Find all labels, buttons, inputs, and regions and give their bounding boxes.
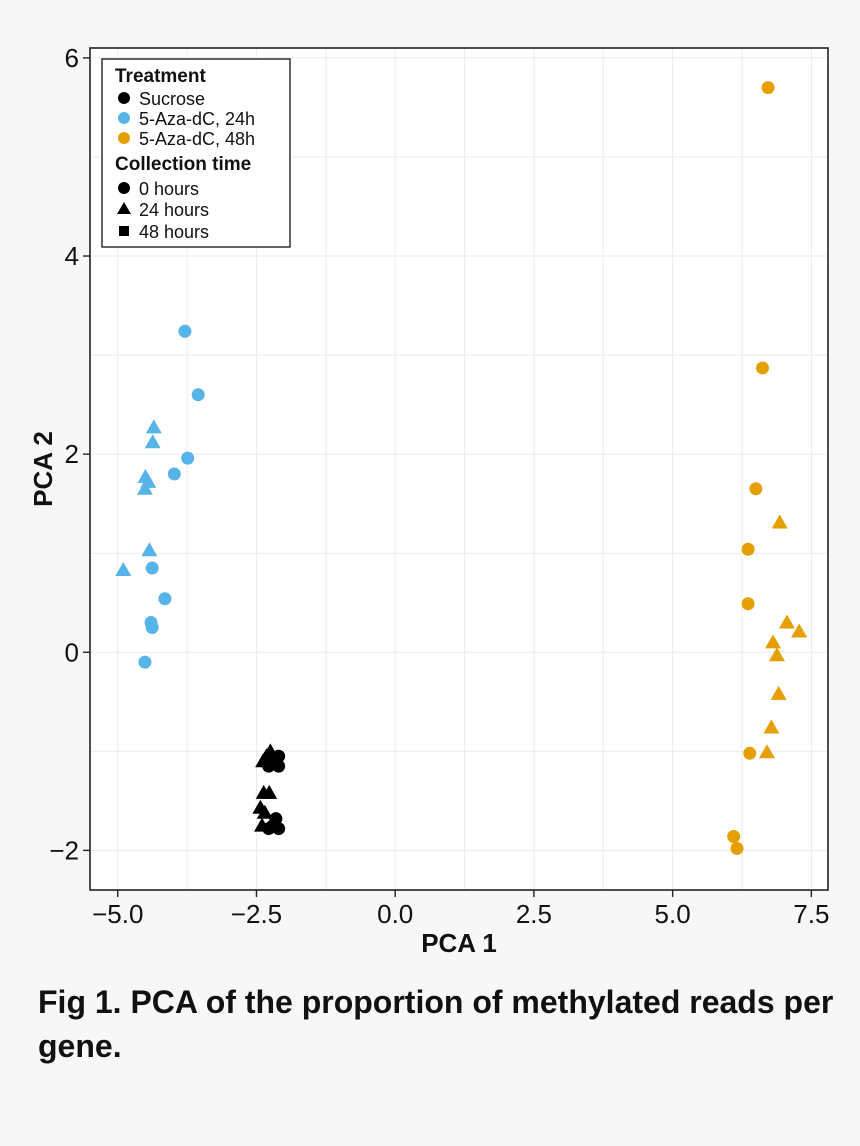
plot-border xyxy=(89,47,829,891)
x-tick-label: −2.5 xyxy=(231,899,282,929)
point-5-aza-dc-24h-triangle xyxy=(141,542,158,557)
point-sucrose-triangle xyxy=(254,817,271,832)
point-sucrose-triangle xyxy=(256,804,273,819)
y-tick-label: 4 xyxy=(65,241,79,271)
point-5-aza-dc-48h-circle xyxy=(761,81,775,95)
legend-24h-marker xyxy=(117,202,131,214)
point-5-aza-dc-24h-circle xyxy=(191,388,205,402)
point-5-aza-dc-48h-triangle xyxy=(763,719,780,734)
point-5-aza-dc-48h-circle xyxy=(730,841,744,855)
y-tick-label: 2 xyxy=(65,439,79,469)
point-5-aza-dc-48h-circle xyxy=(741,597,755,611)
point-5-aza-dc-24h-triangle xyxy=(144,434,161,449)
y-tick-label: −2 xyxy=(49,835,79,865)
legend-sucrose-label: Sucrose xyxy=(139,89,205,109)
x-axis-label: PCA 1 xyxy=(421,928,497,958)
legend-time-title: Collection time xyxy=(115,154,251,175)
point-sucrose-triangle xyxy=(255,753,272,768)
point-5-aza-dc-24h-triangle xyxy=(115,562,132,577)
point-5-aza-dc-48h-triangle xyxy=(778,614,795,629)
figure-caption: Fig 1. PCA of the proportion of methylat… xyxy=(38,984,834,1064)
point-5-aza-dc-24h-triangle xyxy=(136,480,153,495)
point-5-aza-dc-48h-triangle xyxy=(770,685,787,700)
legend-aza-24h-label: 5-Aza-dC, 24h xyxy=(139,109,255,129)
point-5-aza-dc-24h-circle xyxy=(181,451,195,465)
point-5-aza-dc-24h-circle xyxy=(145,620,159,634)
x-tick-label: −5.0 xyxy=(92,899,143,929)
point-5-aza-dc-24h-circle xyxy=(145,561,159,575)
point-5-aza-dc-24h-circle xyxy=(167,467,181,481)
x-tick-label: 7.5 xyxy=(793,899,829,929)
point-5-aza-dc-24h-circle xyxy=(178,324,192,338)
point-5-aza-dc-48h-triangle xyxy=(765,634,782,649)
legend: Treatment Sucrose 5-Aza-dC, 24h 5-Aza-dC… xyxy=(101,58,291,248)
axis-ticks: −5.0 −2.5 0.0 2.5 5.0 7.5 −2 0 2 4 6 xyxy=(49,43,829,929)
x-tick-label: 0.0 xyxy=(377,899,413,929)
point-5-aza-dc-24h-circle xyxy=(138,655,152,669)
data-points xyxy=(115,81,808,855)
point-sucrose-circle xyxy=(272,822,286,836)
point-5-aza-dc-48h-triangle xyxy=(758,744,775,759)
legend-aza-24h-marker xyxy=(118,112,130,124)
y-tick-label: 0 xyxy=(65,637,79,667)
point-5-aza-dc-48h-circle xyxy=(756,361,770,375)
point-5-aza-dc-48h-circle xyxy=(741,542,755,556)
point-5-aza-dc-48h-triangle xyxy=(791,623,808,638)
x-tick-label: 5.0 xyxy=(655,899,691,929)
point-5-aza-dc-48h-triangle xyxy=(771,514,788,529)
grid-lines xyxy=(90,48,828,890)
legend-24h-label: 24 hours xyxy=(139,200,209,220)
point-sucrose-circle xyxy=(272,759,286,773)
legend-0h-marker xyxy=(118,182,130,194)
point-5-aza-dc-48h-circle xyxy=(727,830,741,844)
legend-box xyxy=(101,58,291,248)
legend-0h-label: 0 hours xyxy=(139,179,199,199)
point-5-aza-dc-24h-triangle xyxy=(145,419,162,434)
pca-scatter-chart: −5.0 −2.5 0.0 2.5 5.0 7.5 −2 0 2 4 6 PCA 1 PCA 2 T… xyxy=(28,43,829,958)
point-5-aza-dc-24h-circle xyxy=(158,592,172,606)
y-tick-label: 6 xyxy=(65,43,79,73)
x-tick-label: 2.5 xyxy=(516,899,552,929)
legend-48h-marker xyxy=(119,226,129,236)
legend-aza-48h-marker xyxy=(118,132,130,144)
legend-treatment-title: Treatment xyxy=(115,66,206,87)
point-5-aza-dc-48h-circle xyxy=(749,482,763,496)
legend-sucrose-marker xyxy=(118,92,130,104)
point-5-aza-dc-48h-triangle xyxy=(768,647,785,662)
point-sucrose-triangle xyxy=(261,784,278,799)
legend-48h-label: 48 hours xyxy=(139,222,209,242)
y-axis-label: PCA 2 xyxy=(28,431,58,507)
legend-aza-48h-label: 5-Aza-dC, 48h xyxy=(139,129,255,149)
point-5-aza-dc-48h-circle xyxy=(743,746,757,760)
